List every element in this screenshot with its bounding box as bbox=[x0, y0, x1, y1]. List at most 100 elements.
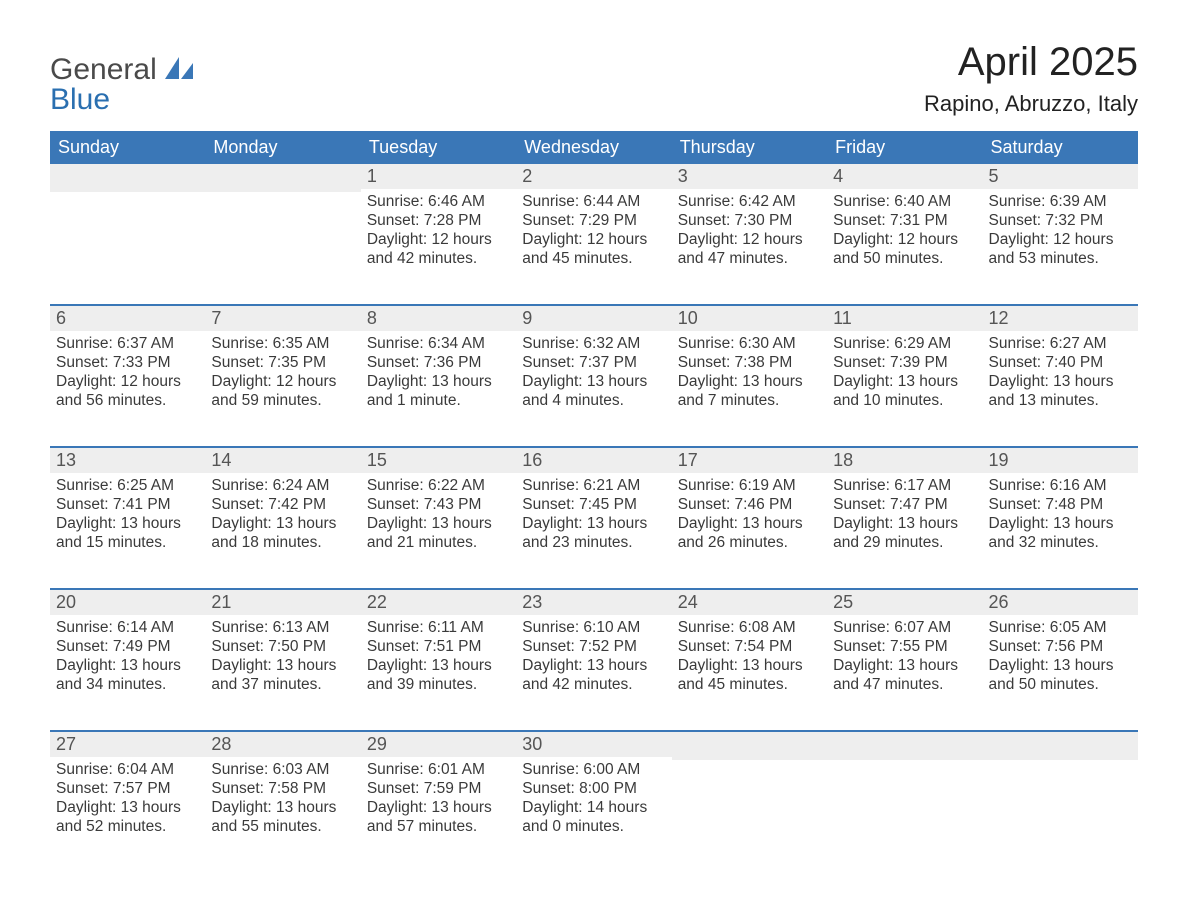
calendar-cell: 15Sunrise: 6:22 AMSunset: 7:43 PMDayligh… bbox=[361, 447, 516, 589]
page-subtitle: Rapino, Abruzzo, Italy bbox=[924, 91, 1138, 117]
sunrise-text: Sunrise: 6:00 AM bbox=[522, 761, 665, 780]
sunset-text: Sunset: 7:38 PM bbox=[678, 354, 821, 373]
sunrise-text: Sunrise: 6:37 AM bbox=[56, 335, 199, 354]
header: General Blue April 2025 Rapino, Abruzzo,… bbox=[50, 40, 1138, 117]
sunrise-text: Sunrise: 6:11 AM bbox=[367, 619, 510, 638]
day-number: 13 bbox=[50, 448, 205, 473]
daylight-text: Daylight: 13 hours and 26 minutes. bbox=[678, 515, 821, 553]
sunset-text: Sunset: 7:37 PM bbox=[522, 354, 665, 373]
daylight-text: Daylight: 13 hours and 39 minutes. bbox=[367, 657, 510, 695]
sunrise-text: Sunrise: 6:39 AM bbox=[989, 193, 1132, 212]
calendar-cell: 18Sunrise: 6:17 AMSunset: 7:47 PMDayligh… bbox=[827, 447, 982, 589]
calendar-cell: 2Sunrise: 6:44 AMSunset: 7:29 PMDaylight… bbox=[516, 164, 671, 305]
day-body: Sunrise: 6:21 AMSunset: 7:45 PMDaylight:… bbox=[516, 473, 671, 559]
calendar-cell: 28Sunrise: 6:03 AMSunset: 7:58 PMDayligh… bbox=[205, 731, 360, 872]
day-number: 11 bbox=[827, 306, 982, 331]
day-number: 15 bbox=[361, 448, 516, 473]
day-number bbox=[827, 732, 982, 760]
sunset-text: Sunset: 7:29 PM bbox=[522, 212, 665, 231]
daylight-text: Daylight: 13 hours and 15 minutes. bbox=[56, 515, 199, 553]
calendar-week: 6Sunrise: 6:37 AMSunset: 7:33 PMDaylight… bbox=[50, 305, 1138, 447]
calendar-cell: 27Sunrise: 6:04 AMSunset: 7:57 PMDayligh… bbox=[50, 731, 205, 872]
calendar-cell: 3Sunrise: 6:42 AMSunset: 7:30 PMDaylight… bbox=[672, 164, 827, 305]
sunrise-text: Sunrise: 6:22 AM bbox=[367, 477, 510, 496]
calendar-cell: 9Sunrise: 6:32 AMSunset: 7:37 PMDaylight… bbox=[516, 305, 671, 447]
weekday-header: Wednesday bbox=[516, 131, 671, 164]
calendar-cell: 13Sunrise: 6:25 AMSunset: 7:41 PMDayligh… bbox=[50, 447, 205, 589]
sunset-text: Sunset: 7:45 PM bbox=[522, 496, 665, 515]
calendar-cell: 25Sunrise: 6:07 AMSunset: 7:55 PMDayligh… bbox=[827, 589, 982, 731]
daylight-text: Daylight: 13 hours and 4 minutes. bbox=[522, 373, 665, 411]
calendar-cell: 20Sunrise: 6:14 AMSunset: 7:49 PMDayligh… bbox=[50, 589, 205, 731]
calendar-cell: 12Sunrise: 6:27 AMSunset: 7:40 PMDayligh… bbox=[983, 305, 1138, 447]
daylight-text: Daylight: 12 hours and 47 minutes. bbox=[678, 231, 821, 269]
day-body: Sunrise: 6:11 AMSunset: 7:51 PMDaylight:… bbox=[361, 615, 516, 701]
sunset-text: Sunset: 7:39 PM bbox=[833, 354, 976, 373]
sunrise-text: Sunrise: 6:14 AM bbox=[56, 619, 199, 638]
sunset-text: Sunset: 7:48 PM bbox=[989, 496, 1132, 515]
sunrise-text: Sunrise: 6:32 AM bbox=[522, 335, 665, 354]
sunset-text: Sunset: 7:40 PM bbox=[989, 354, 1132, 373]
day-number: 12 bbox=[983, 306, 1138, 331]
calendar-page: General Blue April 2025 Rapino, Abruzzo,… bbox=[0, 0, 1188, 922]
weekday-header: Friday bbox=[827, 131, 982, 164]
calendar-cell: 11Sunrise: 6:29 AMSunset: 7:39 PMDayligh… bbox=[827, 305, 982, 447]
sunset-text: Sunset: 7:51 PM bbox=[367, 638, 510, 657]
calendar-week: 20Sunrise: 6:14 AMSunset: 7:49 PMDayligh… bbox=[50, 589, 1138, 731]
sunset-text: Sunset: 7:41 PM bbox=[56, 496, 199, 515]
day-number: 7 bbox=[205, 306, 360, 331]
sunset-text: Sunset: 7:59 PM bbox=[367, 780, 510, 799]
sunrise-text: Sunrise: 6:29 AM bbox=[833, 335, 976, 354]
day-body: Sunrise: 6:03 AMSunset: 7:58 PMDaylight:… bbox=[205, 757, 360, 843]
day-body: Sunrise: 6:14 AMSunset: 7:49 PMDaylight:… bbox=[50, 615, 205, 701]
page-title: April 2025 bbox=[924, 40, 1138, 85]
day-body: Sunrise: 6:39 AMSunset: 7:32 PMDaylight:… bbox=[983, 189, 1138, 275]
day-body: Sunrise: 6:00 AMSunset: 8:00 PMDaylight:… bbox=[516, 757, 671, 843]
sunrise-text: Sunrise: 6:04 AM bbox=[56, 761, 199, 780]
day-body: Sunrise: 6:29 AMSunset: 7:39 PMDaylight:… bbox=[827, 331, 982, 417]
daylight-text: Daylight: 13 hours and 10 minutes. bbox=[833, 373, 976, 411]
sunrise-text: Sunrise: 6:42 AM bbox=[678, 193, 821, 212]
sunset-text: Sunset: 7:36 PM bbox=[367, 354, 510, 373]
calendar-cell: 14Sunrise: 6:24 AMSunset: 7:42 PMDayligh… bbox=[205, 447, 360, 589]
calendar-cell: 6Sunrise: 6:37 AMSunset: 7:33 PMDaylight… bbox=[50, 305, 205, 447]
sunset-text: Sunset: 7:30 PM bbox=[678, 212, 821, 231]
calendar-cell bbox=[983, 731, 1138, 872]
daylight-text: Daylight: 13 hours and 52 minutes. bbox=[56, 799, 199, 837]
day-body: Sunrise: 6:19 AMSunset: 7:46 PMDaylight:… bbox=[672, 473, 827, 559]
daylight-text: Daylight: 13 hours and 42 minutes. bbox=[522, 657, 665, 695]
calendar-cell: 10Sunrise: 6:30 AMSunset: 7:38 PMDayligh… bbox=[672, 305, 827, 447]
calendar-cell: 17Sunrise: 6:19 AMSunset: 7:46 PMDayligh… bbox=[672, 447, 827, 589]
day-number: 20 bbox=[50, 590, 205, 615]
sunset-text: Sunset: 7:58 PM bbox=[211, 780, 354, 799]
daylight-text: Daylight: 12 hours and 50 minutes. bbox=[833, 231, 976, 269]
day-body: Sunrise: 6:44 AMSunset: 7:29 PMDaylight:… bbox=[516, 189, 671, 275]
sunrise-text: Sunrise: 6:13 AM bbox=[211, 619, 354, 638]
logo-text-general: General bbox=[50, 53, 157, 86]
daylight-text: Daylight: 12 hours and 42 minutes. bbox=[367, 231, 510, 269]
calendar-week: 13Sunrise: 6:25 AMSunset: 7:41 PMDayligh… bbox=[50, 447, 1138, 589]
sunrise-text: Sunrise: 6:35 AM bbox=[211, 335, 354, 354]
sunrise-text: Sunrise: 6:44 AM bbox=[522, 193, 665, 212]
logo-sail-icon bbox=[157, 53, 193, 86]
sunrise-text: Sunrise: 6:24 AM bbox=[211, 477, 354, 496]
logo: General Blue bbox=[50, 40, 193, 115]
day-number: 4 bbox=[827, 164, 982, 189]
sunset-text: Sunset: 7:55 PM bbox=[833, 638, 976, 657]
sunrise-text: Sunrise: 6:46 AM bbox=[367, 193, 510, 212]
calendar-cell: 26Sunrise: 6:05 AMSunset: 7:56 PMDayligh… bbox=[983, 589, 1138, 731]
daylight-text: Daylight: 13 hours and 57 minutes. bbox=[367, 799, 510, 837]
calendar-cell: 8Sunrise: 6:34 AMSunset: 7:36 PMDaylight… bbox=[361, 305, 516, 447]
sunset-text: Sunset: 8:00 PM bbox=[522, 780, 665, 799]
day-body: Sunrise: 6:46 AMSunset: 7:28 PMDaylight:… bbox=[361, 189, 516, 275]
daylight-text: Daylight: 12 hours and 56 minutes. bbox=[56, 373, 199, 411]
sunrise-text: Sunrise: 6:05 AM bbox=[989, 619, 1132, 638]
day-number: 6 bbox=[50, 306, 205, 331]
sunset-text: Sunset: 7:35 PM bbox=[211, 354, 354, 373]
day-number: 23 bbox=[516, 590, 671, 615]
calendar-cell: 4Sunrise: 6:40 AMSunset: 7:31 PMDaylight… bbox=[827, 164, 982, 305]
sunset-text: Sunset: 7:31 PM bbox=[833, 212, 976, 231]
daylight-text: Daylight: 13 hours and 55 minutes. bbox=[211, 799, 354, 837]
day-number: 28 bbox=[205, 732, 360, 757]
calendar-week: 1Sunrise: 6:46 AMSunset: 7:28 PMDaylight… bbox=[50, 164, 1138, 305]
